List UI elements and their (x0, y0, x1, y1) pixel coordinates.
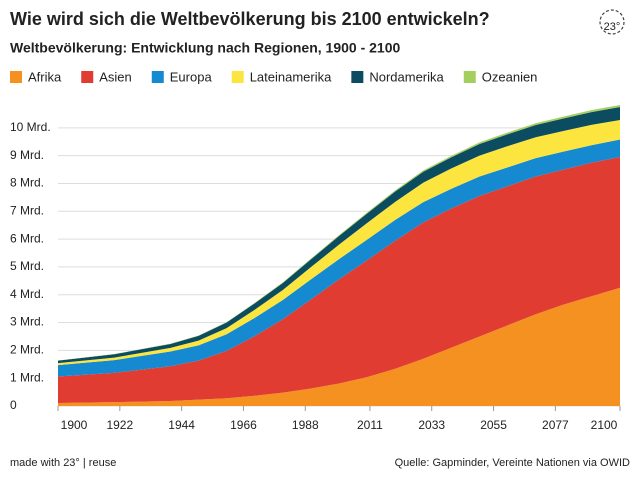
area (58, 157, 620, 403)
y-tick-label: 8 Mrd. (10, 176, 44, 190)
x-tick-label: 1922 (106, 418, 133, 432)
x-tick-label: 2055 (480, 418, 507, 432)
area (58, 139, 620, 377)
legend-label: Ozeanien (482, 69, 538, 84)
legend-swatch (151, 71, 164, 83)
y-tick-label: 5 Mrd. (10, 259, 44, 273)
y-tick-label: 1 Mrd. (10, 370, 44, 384)
legend-swatch (351, 71, 364, 83)
legend-label: Afrika (28, 69, 62, 84)
x-tick-label: 2011 (357, 418, 383, 432)
y-tick-label: 0 (10, 398, 17, 412)
footer-right: Quelle: Gapminder, Vereinte Nationen via… (395, 457, 630, 469)
x-tick-label: 2077 (542, 418, 569, 432)
legend-swatch (231, 71, 244, 83)
y-tick-label: 6 Mrd. (10, 231, 44, 245)
y-tick-label: 3 Mrd. (10, 315, 44, 329)
legend-label: Nordamerika (369, 69, 444, 84)
x-tick-label: 1900 (61, 418, 88, 432)
y-tick-label: 2 Mrd. (10, 343, 44, 357)
area (58, 287, 620, 406)
legend-label: Lateinamerika (250, 69, 332, 84)
legend-swatch (463, 71, 476, 83)
y-tick-label: 10 Mrd. (10, 120, 51, 134)
x-tick-label: 2033 (418, 418, 445, 432)
x-tick-label: 1988 (292, 418, 319, 432)
y-tick-label: 4 Mrd. (10, 287, 44, 301)
legend-swatch (81, 71, 94, 83)
x-tick-label: 2100 (591, 418, 618, 432)
y-tick-label: 9 Mrd. (10, 148, 44, 162)
y-tick-label: 7 Mrd. (10, 203, 44, 217)
chart-subtitle: Weltbevölkerung: Entwicklung nach Region… (10, 40, 400, 56)
legend-label: Europa (170, 69, 213, 84)
area (58, 120, 620, 366)
x-tick-label: 1944 (168, 418, 195, 432)
footer-left: made with 23° | reuse (10, 457, 116, 469)
logo-text: 23° (604, 21, 621, 33)
legend-label: Asien (99, 69, 132, 84)
logo: 23° (599, 9, 625, 35)
chart-title: Wie wird sich die Weltbevölkerung bis 21… (10, 9, 490, 29)
x-tick-label: 1966 (230, 418, 257, 432)
logo-ring (599, 9, 625, 35)
legend-swatch (10, 71, 22, 83)
